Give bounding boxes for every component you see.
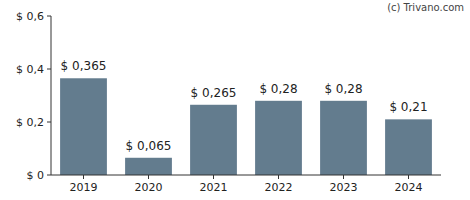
bar (125, 158, 172, 175)
watermark: (c) Trivano.com (387, 2, 464, 13)
y-tick-label: $ 0 (27, 169, 45, 182)
x-tick-label: 2022 (265, 181, 293, 194)
x-tick (148, 175, 149, 179)
y-tick (47, 69, 51, 70)
bars (60, 78, 432, 175)
x-tick (343, 175, 344, 179)
x-tick-label: 2020 (135, 181, 163, 194)
data-label: $ 0,265 (191, 86, 237, 100)
x-tick (278, 175, 279, 179)
chart-container: (c) Trivano.com $ 0 $ 0,2 $ 0,4 $ 0,6 2019 202… (0, 0, 470, 200)
bar (385, 119, 432, 175)
x-tick (83, 175, 84, 179)
y-tick-label: $ 0,6 (16, 10, 44, 23)
data-label: $ 0,28 (259, 82, 297, 96)
x-tick-label: 2023 (330, 181, 358, 194)
data-label: $ 0,365 (61, 59, 107, 73)
data-label: $ 0,28 (324, 82, 362, 96)
x-tick-label: 2021 (200, 181, 228, 194)
x-tick-label: 2019 (70, 181, 98, 194)
bar (255, 101, 302, 175)
data-label: $ 0,065 (126, 139, 172, 153)
chart: (c) Trivano.com $ 0 $ 0,2 $ 0,4 $ 0,6 2019 202… (0, 0, 470, 200)
y-tick-label: $ 0,2 (16, 116, 44, 129)
bar (190, 105, 237, 175)
x-tick (213, 175, 214, 179)
data-label: $ 0,21 (389, 100, 427, 114)
y-tick (47, 175, 51, 176)
y-tick (47, 122, 51, 123)
y-tick-label: $ 0,4 (16, 63, 44, 76)
x-axis (51, 175, 441, 176)
y-axis (51, 16, 52, 175)
x-tick (408, 175, 409, 179)
x-tick-label: 2024 (395, 181, 423, 194)
y-tick (47, 16, 51, 17)
bar (60, 78, 107, 175)
bar (320, 101, 367, 175)
